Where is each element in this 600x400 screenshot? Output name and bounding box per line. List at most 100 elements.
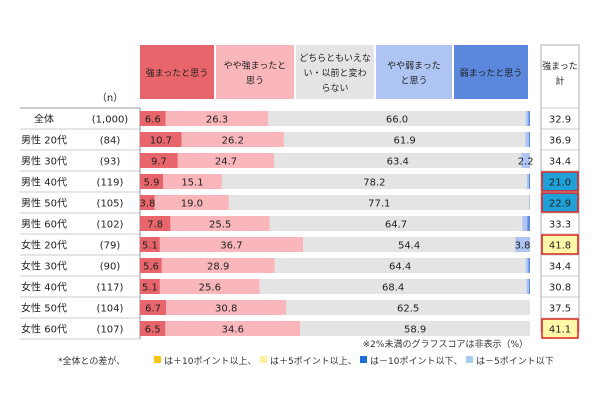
legend-swatch bbox=[260, 356, 267, 363]
bar-value-label: 36.7 bbox=[220, 241, 242, 252]
summary-value: 37.5 bbox=[549, 304, 571, 315]
bar-value-label: 30.8 bbox=[215, 304, 237, 315]
category-label: 女性 30代 bbox=[21, 260, 67, 273]
bar-segment bbox=[527, 216, 530, 231]
bar-segment bbox=[528, 111, 530, 126]
header-label-3: らない bbox=[321, 83, 348, 94]
n-label: (79) bbox=[100, 241, 121, 252]
bar-value-label: 5.1 bbox=[142, 283, 158, 294]
bar-segment bbox=[140, 258, 162, 273]
bar-segment bbox=[283, 132, 526, 147]
bar-segment bbox=[300, 321, 530, 336]
summary-highlight bbox=[541, 234, 579, 255]
bar-segment bbox=[140, 132, 182, 147]
summary-highlight bbox=[541, 192, 579, 213]
bar-value-label: 6.6 bbox=[145, 115, 161, 126]
summary-value: 32.9 bbox=[549, 115, 571, 126]
legend-swatch bbox=[154, 356, 161, 363]
category-label: 全体 bbox=[34, 113, 54, 126]
header-block-3 bbox=[296, 45, 374, 99]
summary-value: 33.3 bbox=[549, 220, 571, 231]
bar-segment bbox=[159, 237, 304, 252]
category-label: 女性 50代 bbox=[21, 302, 67, 315]
header-block-5 bbox=[454, 45, 528, 99]
bar-value-label: 25.6 bbox=[199, 283, 221, 294]
bar-segment bbox=[159, 279, 260, 294]
bar-segment bbox=[170, 216, 270, 231]
n-label: (107) bbox=[97, 325, 124, 336]
category-label: 女性 20代 bbox=[21, 239, 67, 252]
bar-value-label: 24.7 bbox=[215, 157, 237, 168]
bar-value-label: 19.0 bbox=[181, 199, 203, 210]
bar-segment bbox=[515, 237, 530, 252]
category-label: 女性 60代 bbox=[21, 323, 67, 336]
bar-segment bbox=[525, 111, 529, 126]
bar-value-label: 64.4 bbox=[389, 262, 411, 273]
bar-segment bbox=[525, 258, 529, 273]
legend-item-label: は－10ポイント以下、 bbox=[370, 356, 462, 367]
bar-segment bbox=[274, 258, 526, 273]
header-label-5: 弱まったと思う bbox=[460, 68, 523, 79]
header-block-4 bbox=[376, 45, 452, 99]
category-label: 男性 60代 bbox=[21, 218, 67, 231]
bar-segment bbox=[140, 195, 155, 210]
n-label: (117) bbox=[97, 283, 124, 294]
bar-value-label: 7.8 bbox=[147, 220, 163, 231]
bars: 6.6 26.3 66.0 10.7 26.2 61.9 9.7 24.7 63.4 2.2 5.9… bbox=[139, 111, 534, 336]
bar-segment bbox=[154, 195, 229, 210]
bar-segment bbox=[140, 174, 164, 189]
bar-value-label: 26.2 bbox=[222, 136, 244, 147]
category-label: 男性 50代 bbox=[21, 197, 67, 210]
bar-segment bbox=[140, 321, 166, 336]
bar-segment bbox=[161, 258, 275, 273]
summary-highlight bbox=[541, 318, 579, 339]
header-label-3: どちらともいえな bbox=[299, 53, 371, 64]
bar-segment bbox=[269, 216, 523, 231]
bar-value-label: 2.2 bbox=[518, 157, 534, 168]
bar-segment bbox=[525, 132, 529, 147]
bar-segment bbox=[165, 111, 269, 126]
bar-segment bbox=[140, 111, 166, 126]
n-label: (104) bbox=[97, 304, 124, 315]
bar-segment bbox=[140, 216, 171, 231]
bar-value-label: 6.5 bbox=[145, 325, 161, 336]
summary-header: 計 bbox=[555, 75, 564, 87]
bar-value-label: 62.5 bbox=[397, 304, 419, 315]
n-label: (1,000) bbox=[92, 115, 129, 126]
bar-segment bbox=[528, 258, 530, 273]
header-label-4: やや弱まった bbox=[387, 61, 441, 72]
bar-segment bbox=[163, 174, 222, 189]
bar-value-label: 15.1 bbox=[181, 178, 203, 189]
bar-value-label: 54.4 bbox=[398, 241, 420, 252]
bar-value-label: 9.7 bbox=[151, 157, 167, 168]
bar-segment bbox=[140, 237, 160, 252]
bar-segment bbox=[166, 300, 287, 315]
bar-segment bbox=[221, 174, 527, 189]
category-label: 男性 20代 bbox=[21, 134, 67, 147]
summary-value: 21.0 bbox=[549, 178, 571, 189]
bar-segment bbox=[140, 153, 178, 168]
bar-value-label: 26.3 bbox=[206, 115, 228, 126]
bar-segment bbox=[521, 153, 530, 168]
bar-segment bbox=[528, 279, 530, 294]
legend-swatch bbox=[466, 356, 473, 363]
summary-value: 34.4 bbox=[549, 157, 571, 168]
bar-value-label: 5.9 bbox=[144, 178, 160, 189]
difference-legend: *全体との差が、 は＋10ポイント以上、 は＋5ポイント以上、 は－10ポイント以下、… bbox=[58, 355, 554, 367]
bar-segment bbox=[274, 153, 522, 168]
header-label-4: と思う bbox=[400, 76, 427, 87]
bar-value-label: 77.1 bbox=[368, 199, 390, 210]
n-label: (105) bbox=[97, 199, 124, 210]
summary-value: 22.9 bbox=[549, 199, 571, 210]
legend-item-label: は＋5ポイント以上、 bbox=[270, 356, 357, 367]
bar-value-label: 28.9 bbox=[207, 262, 229, 273]
bar-segment bbox=[228, 195, 530, 210]
legend-item-label: は－5ポイント以下 bbox=[476, 356, 554, 367]
bar-segment bbox=[268, 111, 526, 126]
n-label: (119) bbox=[97, 178, 124, 189]
bar-segment bbox=[522, 216, 528, 231]
header-label-3: い・以前と変わ bbox=[303, 67, 366, 79]
